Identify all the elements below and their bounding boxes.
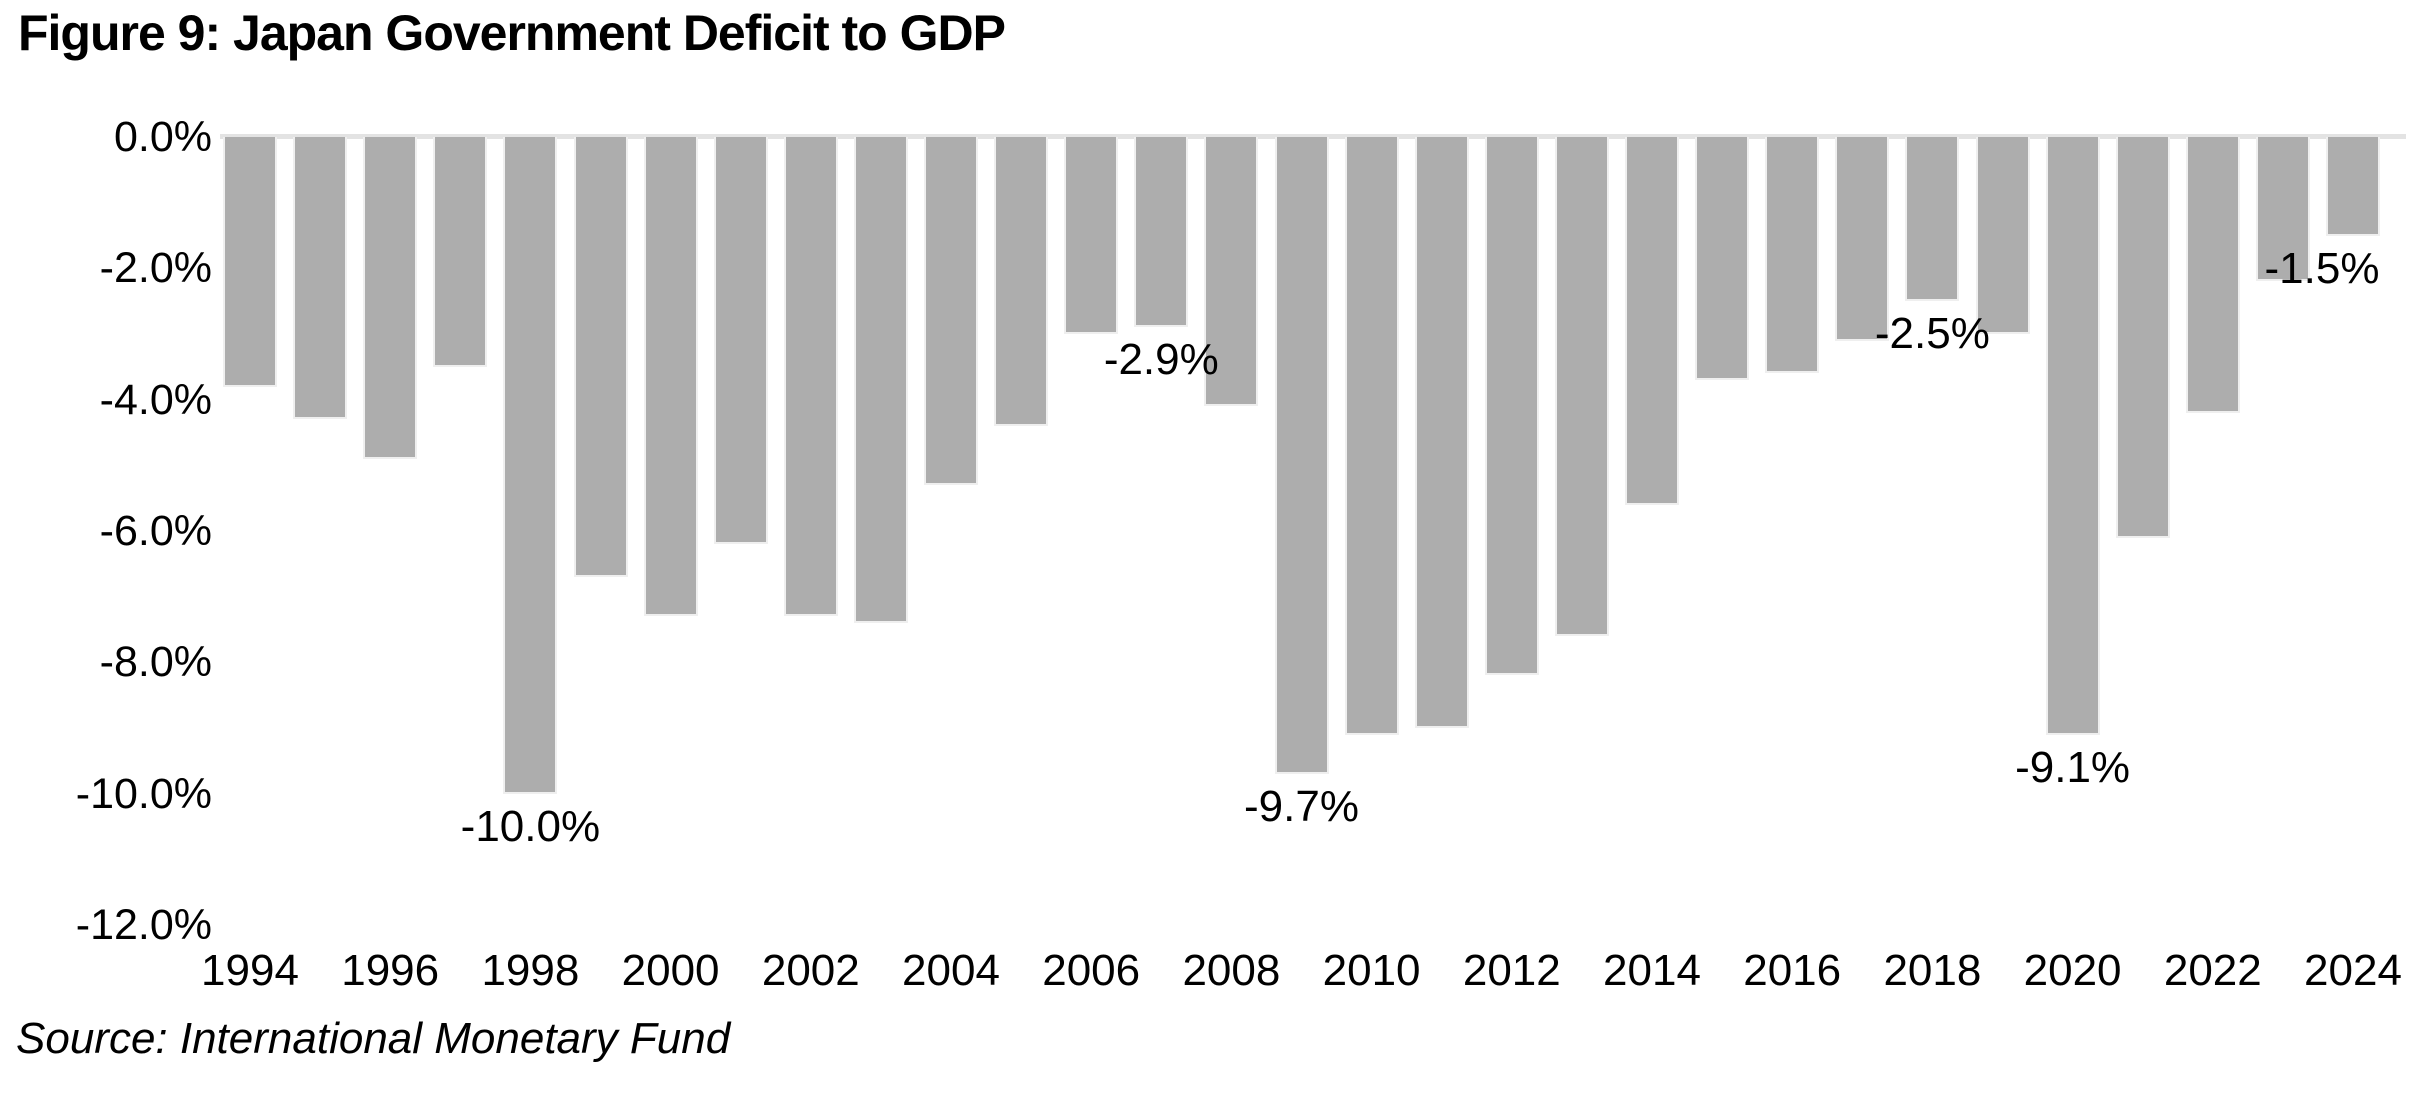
x-tick-label: 2002 [761, 946, 860, 995]
data-label-2020: -9.1% [2015, 742, 2131, 792]
bar-1999 [573, 137, 628, 577]
x-tick-label: 1994 [201, 946, 299, 995]
y-tick-label: -2.0% [99, 244, 212, 293]
bar-2010 [1344, 137, 1399, 735]
bar-2003 [853, 137, 908, 623]
bar-2004 [924, 137, 978, 486]
bar-1996 [363, 137, 418, 459]
bar-2014 [1625, 137, 1679, 505]
bar-2011 [1414, 137, 1469, 728]
x-tick-label: 2020 [2023, 946, 2122, 995]
bar-2008 [1204, 137, 1259, 407]
y-tick-label: 0.0% [113, 113, 212, 161]
bar-2000 [643, 137, 698, 617]
bar-2006 [1064, 137, 1119, 334]
bar-2002 [783, 137, 838, 617]
bar-1994 [223, 137, 277, 387]
y-tick-label: -4.0% [99, 375, 212, 424]
bar-2007 [1134, 137, 1189, 328]
x-tick-label: 2014 [1603, 946, 1701, 995]
bar-2020 [2045, 137, 2100, 735]
x-tick-label: 2022 [2163, 946, 2262, 995]
y-tick-label: -8.0% [99, 638, 212, 687]
x-tick-label: 2018 [1883, 946, 1982, 995]
x-tick-label: 2006 [1042, 946, 1141, 995]
bar-2018 [1905, 137, 1960, 302]
bar-2022 [2185, 137, 2240, 413]
data-label-2009: -9.7% [1244, 781, 1359, 831]
y-tick-label: -6.0% [99, 507, 212, 555]
data-label-2024: -1.5% [2264, 243, 2380, 293]
y-tick-label: -10.0% [75, 769, 212, 818]
bar-2001 [713, 137, 768, 545]
bar-2023 [2255, 137, 2310, 282]
x-tick-label: 2016 [1743, 946, 1842, 995]
x-tick-label: 1998 [481, 946, 580, 995]
x-tick-label: 2008 [1182, 946, 1281, 995]
bar-1998 [503, 137, 558, 794]
zero-gridline [220, 134, 2406, 139]
data-label-2007: -2.9% [1103, 335, 1219, 385]
bar-2009 [1274, 137, 1329, 774]
bar-1995 [293, 137, 348, 420]
bar-2005 [994, 137, 1049, 426]
source-note: Source: International Monetary Fund [16, 1014, 731, 1063]
bar-2012 [1484, 137, 1539, 676]
x-tick-label: 2010 [1322, 946, 1421, 995]
data-label-1998: -10.0% [460, 801, 601, 851]
bar-2013 [1554, 137, 1609, 637]
bar-2015 [1695, 137, 1750, 380]
bar-2017 [1835, 137, 1890, 341]
bar-1997 [433, 137, 488, 367]
x-tick-label: 2004 [902, 946, 1000, 995]
x-tick-label: 1996 [341, 946, 440, 995]
bar-2024 [2326, 137, 2380, 236]
y-tick-label: -12.0% [75, 901, 212, 949]
bar-2021 [2115, 137, 2170, 538]
x-tick-label: 2024 [2304, 946, 2402, 995]
bar-2019 [1975, 137, 2030, 334]
x-tick-label: 2012 [1462, 946, 1561, 995]
x-tick-label: 2000 [621, 946, 720, 995]
bar-2016 [1765, 137, 1820, 374]
data-label-2018: -2.5% [1874, 309, 1990, 359]
figure-title: Figure 9: Japan Government Deficit to GD… [18, 5, 1006, 61]
